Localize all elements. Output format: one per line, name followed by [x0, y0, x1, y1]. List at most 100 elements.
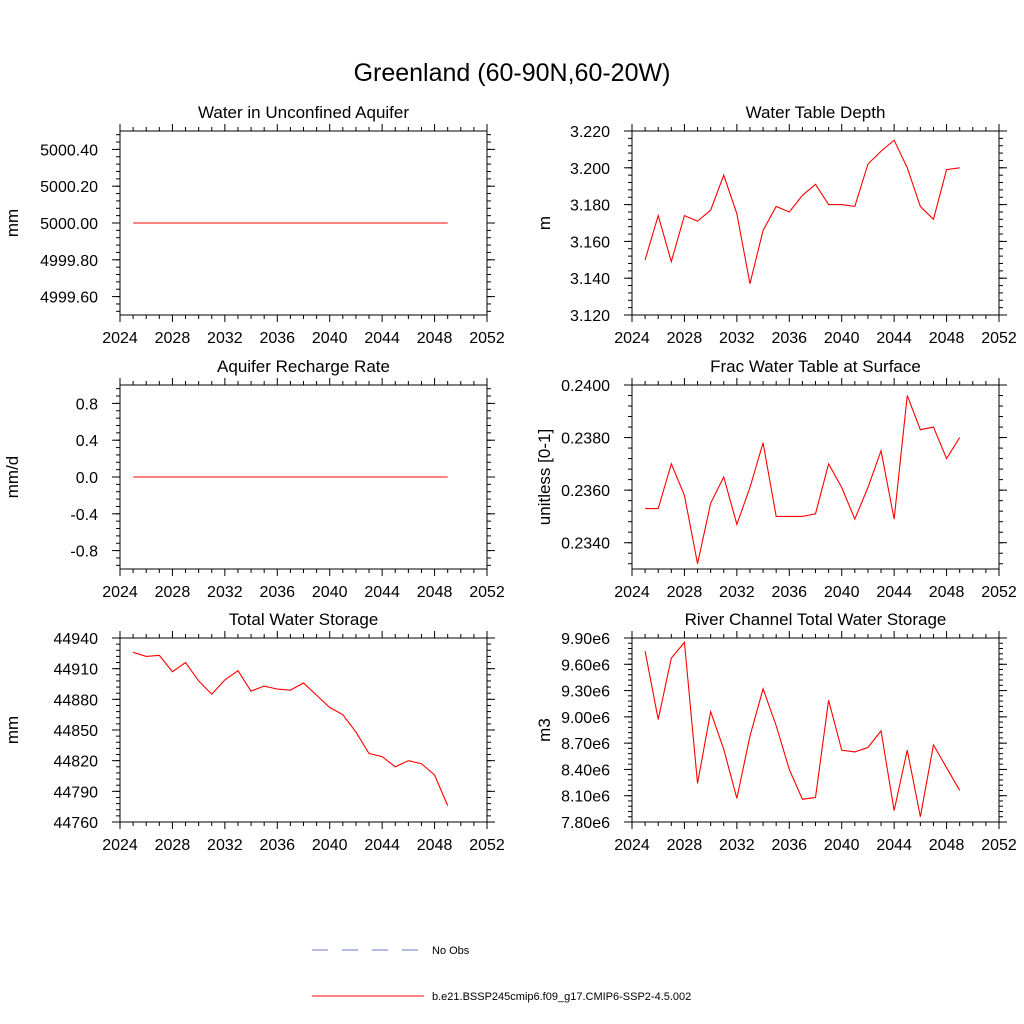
- y-tick-label: 0.2400: [561, 378, 610, 395]
- y-tick-label: 8.40e6: [561, 762, 610, 779]
- y-axis-label: m: [535, 216, 554, 230]
- legend: No Obs b.e21.BSSP245cmip6.f09_g17.CMIP6-S…: [312, 945, 691, 1003]
- y-tick-label: 9.00e6: [561, 710, 610, 727]
- series-line: [132, 651, 449, 806]
- y-tick-label: 0.8: [76, 396, 98, 413]
- y-tick-label: 5000.00: [40, 216, 98, 233]
- x-tick-label: 2024: [102, 837, 138, 854]
- y-tick-label: 0.2360: [561, 483, 610, 500]
- x-tick-label: 2032: [207, 330, 243, 347]
- panel-title: Water Table Depth: [746, 103, 886, 122]
- x-tick-label: 2040: [312, 584, 348, 601]
- x-tick-label: 2048: [929, 330, 965, 347]
- plot-frame: [119, 637, 488, 823]
- y-axis-label: m3: [535, 718, 554, 742]
- x-tick-label: 2052: [981, 837, 1017, 854]
- x-tick-label: 2044: [876, 330, 912, 347]
- panel-title: Total Water Storage: [229, 610, 379, 629]
- chart-panel-river-channel-storage: River Channel Total Water Storage 2024 202…: [535, 610, 1017, 854]
- x-tick-label: 2044: [876, 584, 912, 601]
- x-tick-label: 2024: [614, 584, 650, 601]
- x-tick-label: 2048: [929, 584, 965, 601]
- y-tick-label: 0.0: [76, 470, 98, 487]
- y-tick-label: 3.220: [570, 124, 610, 141]
- x-tick-label: 2040: [312, 330, 348, 347]
- y-tick-label: 44850: [54, 723, 99, 740]
- x-tick-label: 2028: [155, 330, 191, 347]
- panel-title: River Channel Total Water Storage: [685, 610, 947, 629]
- y-tick-label: 44910: [54, 662, 99, 679]
- x-tick-label: 2040: [824, 330, 860, 347]
- x-tick-label: 2028: [667, 330, 703, 347]
- y-axis-label: mm: [3, 209, 22, 237]
- y-axis-label: mm: [3, 716, 22, 744]
- y-tick-label: 3.200: [570, 161, 610, 178]
- y-tick-label: 44760: [54, 815, 99, 832]
- y-tick-label: 0.2380: [561, 431, 610, 448]
- x-tick-label: 2044: [364, 837, 400, 854]
- chart-panel-total-water-storage: Total Water Storage 2024 2028 2032 2036 2040 2…: [3, 610, 505, 854]
- y-tick-label: 44790: [54, 784, 99, 801]
- y-tick-label: 9.60e6: [561, 657, 610, 674]
- figure-title: Greenland (60-90N,60-20W): [354, 59, 671, 87]
- x-tick-label: 2036: [259, 584, 295, 601]
- x-tick-label: 2036: [259, 330, 295, 347]
- x-tick-label: 2052: [469, 330, 505, 347]
- y-axis-label: unitless [0-1]: [535, 429, 554, 525]
- x-tick-label: 2028: [667, 584, 703, 601]
- y-tick-label: 9.90e6: [561, 631, 610, 648]
- y-tick-label: 5000.40: [40, 142, 98, 159]
- plot-frame: [631, 384, 1000, 570]
- chart-panel-water-table-depth: Water Table Depth 2024 2028 2032 2036 2040 204…: [535, 103, 1017, 347]
- x-tick-label: 2032: [207, 584, 243, 601]
- series-line: [645, 395, 961, 564]
- x-tick-label: 2024: [102, 584, 138, 601]
- y-tick-label: 0.4: [76, 433, 98, 450]
- x-tick-label: 2028: [155, 584, 191, 601]
- y-tick-label: -0.4: [70, 507, 98, 524]
- x-tick-label: 2024: [614, 837, 650, 854]
- x-tick-label: 2036: [771, 330, 807, 347]
- chart-panel-aquifer-recharge: Aquifer Recharge Rate 2024 2028 2032 2036 204…: [3, 357, 505, 601]
- x-tick-label: 2048: [417, 837, 453, 854]
- y-tick-label: 44880: [54, 692, 99, 709]
- panel-title: Water in Unconfined Aquifer: [198, 103, 409, 122]
- x-tick-label: 2040: [312, 837, 348, 854]
- y-tick-label: 3.120: [570, 308, 610, 325]
- x-tick-label: 2048: [417, 584, 453, 601]
- x-tick-label: 2024: [102, 330, 138, 347]
- series-line: [644, 139, 960, 284]
- x-tick-label: 2040: [824, 837, 860, 854]
- y-tick-label: -0.8: [70, 544, 98, 561]
- y-tick-label: 3.180: [570, 198, 610, 215]
- x-tick-label: 2028: [155, 837, 191, 854]
- x-tick-label: 2036: [259, 837, 295, 854]
- x-tick-label: 2052: [469, 584, 505, 601]
- y-tick-label: 9.30e6: [561, 684, 610, 701]
- x-tick-label: 2048: [417, 330, 453, 347]
- panel-title: Frac Water Table at Surface: [710, 357, 921, 376]
- chart-panels: Water in Unconfined Aquifer 2024 2028 2032 2…: [3, 103, 1017, 854]
- y-tick-label: 8.10e6: [561, 789, 610, 806]
- x-tick-label: 2032: [719, 837, 755, 854]
- y-tick-label: 44940: [54, 631, 99, 648]
- x-tick-label: 2040: [824, 584, 860, 601]
- legend-label: b.e21.BSSP245cmip6.f09_g17.CMIP6-SSP2-4.…: [432, 991, 691, 1003]
- x-tick-label: 2048: [929, 837, 965, 854]
- x-tick-label: 2032: [207, 837, 243, 854]
- x-tick-label: 2044: [876, 837, 912, 854]
- x-tick-label: 2032: [719, 584, 755, 601]
- y-tick-label: 7.80e6: [561, 815, 610, 832]
- y-axis-label: mm/d: [3, 456, 22, 499]
- x-tick-label: 2044: [364, 584, 400, 601]
- x-tick-label: 2052: [469, 837, 505, 854]
- x-tick-label: 2032: [719, 330, 755, 347]
- x-tick-label: 2036: [771, 837, 807, 854]
- x-tick-label: 2052: [981, 330, 1017, 347]
- panel-title: Aquifer Recharge Rate: [217, 357, 390, 376]
- y-tick-label: 44820: [54, 754, 99, 771]
- plot-frame: [631, 130, 1000, 316]
- series-line: [644, 641, 961, 817]
- y-tick-label: 4999.60: [40, 290, 98, 307]
